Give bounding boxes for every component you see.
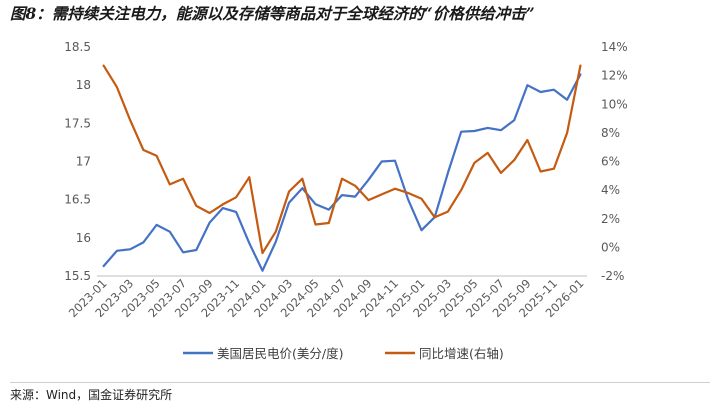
left-y-tick-label: 18 <box>76 78 91 92</box>
right-y-tick-label: 14% <box>601 40 628 54</box>
left-y-tick-label: 16.5 <box>64 193 91 207</box>
legend-label: 同比增速(右轴) <box>419 346 504 361</box>
figure-title: 图8：需持续关注电力，能源以及存储等商品对于全球经济的“价格供给冲击” <box>10 4 535 23</box>
right-y-tick-label: 6% <box>601 155 620 169</box>
right-y-tick-label: 10% <box>601 97 628 111</box>
left-y-tick-label: 17 <box>76 155 91 169</box>
left-y-tick-label: 16 <box>76 231 91 245</box>
left-y-tick-label: 18.5 <box>64 40 91 54</box>
right-y-tick-label: 8% <box>601 126 620 140</box>
legend-label: 美国居民电价(美分/度) <box>217 346 343 361</box>
right-y-tick-label: 2% <box>601 212 620 226</box>
line-chart: 15.5 16 16.5 17 17.5 18 18.5 -2% 0% 2% 4% 6% 8% 10% 12… <box>64 40 628 361</box>
series-layer <box>102 64 582 272</box>
right-y-tick-label: 12% <box>601 69 628 83</box>
series-line-yoy <box>102 64 582 255</box>
legend: 美国居民电价(美分/度) 同比增速(右轴) <box>183 346 504 361</box>
right-y-tick-label: 0% <box>601 240 620 254</box>
series-line-price <box>102 73 582 272</box>
source-divider <box>10 382 710 383</box>
right-y-tick-label: 4% <box>601 183 620 197</box>
left-y-tick-label: 15.5 <box>64 269 91 283</box>
source-note: 来源：Wind，国金证券研究所 <box>10 388 173 402</box>
right-y-tick-label: -2% <box>601 269 624 283</box>
left-y-tick-label: 17.5 <box>64 116 91 130</box>
